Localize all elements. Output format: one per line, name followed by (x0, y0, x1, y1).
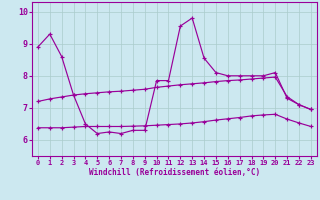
X-axis label: Windchill (Refroidissement éolien,°C): Windchill (Refroidissement éolien,°C) (89, 168, 260, 177)
